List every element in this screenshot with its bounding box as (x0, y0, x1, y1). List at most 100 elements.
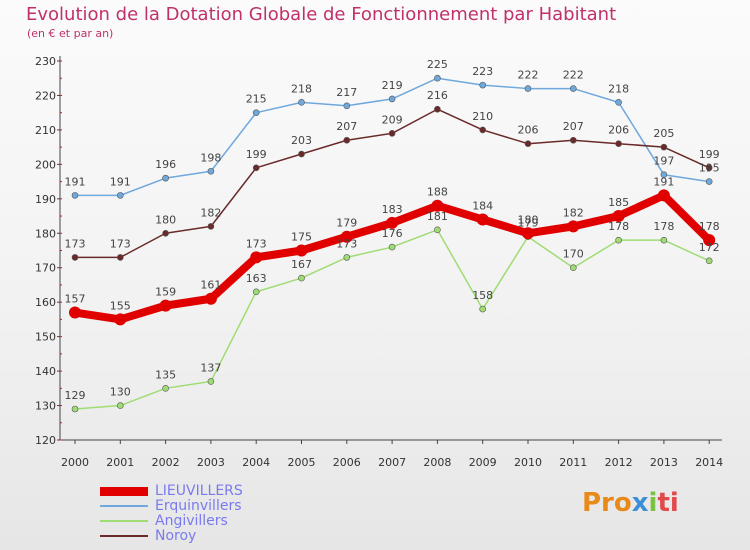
data-label-erquinvillers: 196 (155, 158, 176, 171)
data-label-erquinvillers: 218 (608, 82, 629, 95)
y-tick-label: 120 (35, 434, 56, 447)
data-label-lieuvillers: 178 (699, 220, 720, 233)
data-label-noroy: 173 (65, 237, 86, 250)
y-tick-label: 130 (35, 400, 56, 413)
y-tick-label: 200 (35, 158, 56, 171)
legend-item: LIEUVILLERS (100, 483, 400, 499)
data-label-erquinvillers: 225 (427, 58, 448, 71)
data-label-noroy: 203 (291, 134, 312, 147)
data-point-noroy (434, 105, 441, 113)
chart-title: Evolution de la Dotation Globale de Fonc… (26, 4, 617, 25)
data-label-lieuvillers: 191 (653, 175, 674, 188)
data-label-lieuvillers: 182 (563, 206, 584, 219)
data-point-noroy (615, 140, 622, 147)
data-label-erquinvillers: 222 (518, 69, 539, 82)
y-tick-label: 220 (35, 89, 56, 102)
chart-subtitle: (en € et par an) (27, 27, 114, 40)
data-label-angivillers: 129 (65, 389, 86, 402)
data-label-angivillers: 179 (518, 217, 539, 230)
data-point-erquinvillers (117, 192, 124, 199)
data-point-angivillers (298, 274, 305, 282)
data-point-lieuvillers (476, 213, 489, 226)
data-point-noroy (479, 126, 487, 134)
data-point-erquinvillers (569, 85, 577, 92)
logo-part-3: i (648, 488, 658, 518)
data-point-angivillers (117, 402, 124, 409)
x-tick-label: 2004 (242, 456, 270, 469)
legend-swatch (100, 535, 148, 537)
data-point-lieuvillers (159, 299, 172, 312)
data-label-lieuvillers: 159 (155, 286, 176, 299)
data-point-noroy (705, 164, 713, 172)
data-point-noroy (207, 223, 215, 230)
data-label-angivillers: 178 (608, 220, 629, 233)
data-point-noroy (343, 136, 351, 144)
data-label-lieuvillers: 161 (200, 279, 221, 292)
legend-label: LIEUVILLERS (155, 483, 243, 499)
data-point-angivillers (252, 288, 260, 296)
x-tick-label: 2014 (695, 456, 723, 469)
data-label-angivillers: 176 (382, 227, 403, 240)
data-point-erquinvillers (660, 171, 668, 178)
x-tick-label: 2007 (378, 456, 406, 469)
x-tick-label: 2009 (469, 456, 497, 469)
data-label-erquinvillers: 219 (382, 79, 403, 92)
data-label-angivillers: 163 (246, 272, 267, 285)
legend-label: Angivillers (155, 513, 228, 529)
data-point-lieuvillers (703, 234, 716, 247)
data-label-lieuvillers: 179 (336, 217, 357, 230)
data-point-erquinvillers (479, 81, 487, 89)
data-point-angivillers (388, 243, 396, 251)
data-point-erquinvillers (252, 109, 260, 116)
data-label-erquinvillers: 223 (472, 65, 493, 78)
data-point-noroy (162, 229, 169, 237)
y-tick-label: 190 (35, 193, 56, 206)
data-label-noroy: 216 (427, 89, 448, 102)
data-point-angivillers (705, 257, 713, 265)
data-point-noroy (524, 140, 532, 147)
data-point-noroy (252, 164, 260, 172)
data-label-angivillers: 181 (427, 210, 448, 223)
data-label-lieuvillers: 183 (382, 203, 403, 216)
data-label-erquinvillers: 195 (699, 162, 720, 175)
data-point-lieuvillers (431, 199, 444, 212)
data-label-erquinvillers: 191 (65, 175, 86, 188)
x-tick-label: 2005 (288, 456, 316, 469)
data-point-lieuvillers (657, 189, 670, 202)
data-point-angivillers (615, 236, 622, 244)
data-point-angivillers (71, 405, 79, 413)
data-label-noroy: 206 (518, 124, 539, 137)
data-label-noroy: 206 (608, 124, 629, 137)
data-label-lieuvillers: 180 (518, 213, 539, 226)
legend-item: Erquinvillers (100, 498, 400, 514)
x-tick-label: 2012 (605, 456, 633, 469)
data-label-angivillers: 170 (563, 248, 584, 261)
data-label-noroy: 182 (200, 206, 221, 219)
data-point-noroy (660, 143, 668, 151)
data-label-noroy: 209 (382, 113, 403, 126)
data-point-angivillers (207, 378, 215, 385)
data-point-erquinvillers (434, 74, 441, 82)
legend-label: Erquinvillers (155, 498, 242, 514)
data-label-angivillers: 178 (653, 220, 674, 233)
data-point-erquinvillers (162, 174, 169, 182)
y-tick-label: 160 (35, 296, 56, 309)
data-point-noroy (71, 254, 79, 261)
data-point-noroy (117, 254, 124, 261)
data-point-angivillers (343, 254, 351, 261)
data-label-lieuvillers: 155 (110, 299, 131, 312)
y-tick-label: 180 (35, 227, 56, 240)
data-label-angivillers: 172 (699, 241, 720, 254)
data-point-erquinvillers (524, 85, 532, 92)
data-label-erquinvillers: 222 (563, 69, 584, 82)
legend-item: Angivillers (100, 513, 400, 529)
x-tick-label: 2002 (152, 456, 180, 469)
x-tick-label: 2008 (423, 456, 451, 469)
data-point-lieuvillers (114, 313, 127, 326)
data-label-angivillers: 158 (472, 289, 493, 302)
data-label-noroy: 199 (246, 148, 267, 161)
data-label-erquinvillers: 198 (200, 151, 221, 164)
x-tick-label: 2010 (514, 456, 542, 469)
series-line-angivillers (74, 229, 710, 410)
